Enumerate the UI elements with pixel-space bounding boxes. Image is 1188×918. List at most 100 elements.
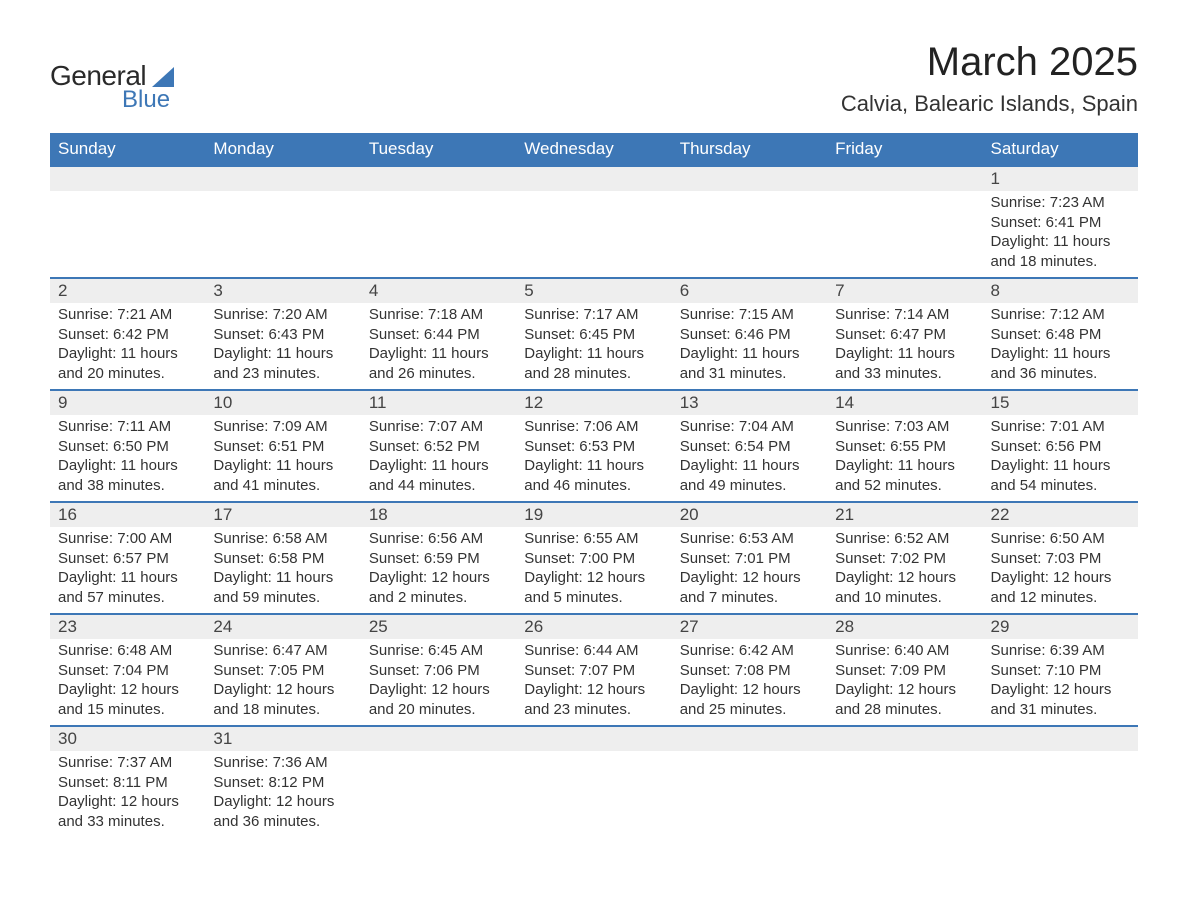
- daylight-text: Daylight: 12 hours: [213, 680, 352, 700]
- day-data-cell: Sunrise: 6:53 AMSunset: 7:01 PMDaylight:…: [672, 527, 827, 614]
- sunset-text: Sunset: 6:47 PM: [835, 325, 974, 345]
- sunset-text: Sunset: 7:05 PM: [213, 661, 352, 681]
- daylight-text: Daylight: 12 hours: [213, 792, 352, 812]
- sunset-text: Sunset: 6:42 PM: [58, 325, 197, 345]
- day-number: 19: [516, 503, 671, 527]
- page-title: March 2025: [841, 40, 1138, 85]
- daylight-text: Daylight: 11 hours: [524, 344, 663, 364]
- day-data-cell: [205, 191, 360, 278]
- sunset-text: Sunset: 7:02 PM: [835, 549, 974, 569]
- weekday-header: Tuesday: [361, 133, 516, 166]
- day-number: 20: [672, 503, 827, 527]
- day-data-cell: Sunrise: 6:47 AMSunset: 7:05 PMDaylight:…: [205, 639, 360, 726]
- day-number-cell: [983, 726, 1138, 751]
- sunset-text: Sunset: 7:10 PM: [991, 661, 1130, 681]
- sunset-text: Sunset: 6:46 PM: [680, 325, 819, 345]
- day-number-cell: 22: [983, 502, 1138, 527]
- daylight-text: and 36 minutes.: [991, 364, 1130, 384]
- sunrise-text: Sunrise: 7:36 AM: [213, 753, 352, 773]
- day-number-cell: [361, 726, 516, 751]
- day-number: 9: [50, 391, 205, 415]
- daylight-text: and 7 minutes.: [680, 588, 819, 608]
- day-number-cell: 17: [205, 502, 360, 527]
- daylight-text: Daylight: 11 hours: [369, 456, 508, 476]
- sunrise-text: Sunrise: 7:20 AM: [213, 305, 352, 325]
- day-number-cell: 14: [827, 390, 982, 415]
- day-number-cell: 23: [50, 614, 205, 639]
- day-data-cell: [361, 751, 516, 837]
- day-data-cell: [672, 191, 827, 278]
- day-data-cell: [983, 751, 1138, 837]
- daylight-text: Daylight: 11 hours: [991, 232, 1130, 252]
- day-number-cell: 19: [516, 502, 671, 527]
- day-data-row: Sunrise: 7:23 AMSunset: 6:41 PMDaylight:…: [50, 191, 1138, 278]
- day-number: 27: [672, 615, 827, 639]
- day-number: 28: [827, 615, 982, 639]
- daylight-text: and 10 minutes.: [835, 588, 974, 608]
- daylight-text: Daylight: 12 hours: [835, 568, 974, 588]
- sunrise-text: Sunrise: 7:23 AM: [991, 193, 1130, 213]
- daylight-text: and 25 minutes.: [680, 700, 819, 720]
- sunset-text: Sunset: 6:59 PM: [369, 549, 508, 569]
- sunrise-text: Sunrise: 6:52 AM: [835, 529, 974, 549]
- day-data-cell: Sunrise: 7:21 AMSunset: 6:42 PMDaylight:…: [50, 303, 205, 390]
- sunrise-text: Sunrise: 7:09 AM: [213, 417, 352, 437]
- day-data-cell: Sunrise: 7:11 AMSunset: 6:50 PMDaylight:…: [50, 415, 205, 502]
- day-data-cell: [516, 751, 671, 837]
- daylight-text: Daylight: 11 hours: [524, 456, 663, 476]
- day-number-row: 16171819202122: [50, 502, 1138, 527]
- day-data-cell: Sunrise: 6:39 AMSunset: 7:10 PMDaylight:…: [983, 639, 1138, 726]
- daylight-text: Daylight: 11 hours: [991, 456, 1130, 476]
- daylight-text: Daylight: 11 hours: [58, 456, 197, 476]
- sunrise-text: Sunrise: 7:03 AM: [835, 417, 974, 437]
- day-data-row: Sunrise: 7:11 AMSunset: 6:50 PMDaylight:…: [50, 415, 1138, 502]
- day-number-cell: [672, 726, 827, 751]
- daylight-text: and 49 minutes.: [680, 476, 819, 496]
- day-data-row: Sunrise: 6:48 AMSunset: 7:04 PMDaylight:…: [50, 639, 1138, 726]
- day-number-cell: 18: [361, 502, 516, 527]
- day-number-cell: 10: [205, 390, 360, 415]
- sunset-text: Sunset: 7:01 PM: [680, 549, 819, 569]
- sunrise-text: Sunrise: 6:40 AM: [835, 641, 974, 661]
- sunset-text: Sunset: 8:12 PM: [213, 773, 352, 793]
- daylight-text: and 5 minutes.: [524, 588, 663, 608]
- day-number: 16: [50, 503, 205, 527]
- daylight-text: and 31 minutes.: [991, 700, 1130, 720]
- day-number-cell: 27: [672, 614, 827, 639]
- day-data-cell: Sunrise: 7:37 AMSunset: 8:11 PMDaylight:…: [50, 751, 205, 837]
- day-number-cell: 5: [516, 278, 671, 303]
- day-number: 6: [672, 279, 827, 303]
- sunrise-text: Sunrise: 7:12 AM: [991, 305, 1130, 325]
- sunrise-text: Sunrise: 6:50 AM: [991, 529, 1130, 549]
- daylight-text: and 20 minutes.: [369, 700, 508, 720]
- daylight-text: Daylight: 11 hours: [680, 456, 819, 476]
- day-data-cell: [672, 751, 827, 837]
- sunrise-text: Sunrise: 6:55 AM: [524, 529, 663, 549]
- day-number: 15: [983, 391, 1138, 415]
- day-data-cell: Sunrise: 6:40 AMSunset: 7:09 PMDaylight:…: [827, 639, 982, 726]
- day-data-cell: Sunrise: 7:36 AMSunset: 8:12 PMDaylight:…: [205, 751, 360, 837]
- daylight-text: Daylight: 11 hours: [213, 344, 352, 364]
- day-number-cell: 7: [827, 278, 982, 303]
- sunset-text: Sunset: 7:07 PM: [524, 661, 663, 681]
- day-number: 4: [361, 279, 516, 303]
- day-data-cell: Sunrise: 6:48 AMSunset: 7:04 PMDaylight:…: [50, 639, 205, 726]
- day-data-cell: Sunrise: 7:04 AMSunset: 6:54 PMDaylight:…: [672, 415, 827, 502]
- daylight-text: Daylight: 12 hours: [680, 568, 819, 588]
- day-data-cell: [827, 191, 982, 278]
- day-data-cell: Sunrise: 7:06 AMSunset: 6:53 PMDaylight:…: [516, 415, 671, 502]
- daylight-text: Daylight: 12 hours: [524, 568, 663, 588]
- day-number: 5: [516, 279, 671, 303]
- day-data-row: Sunrise: 7:00 AMSunset: 6:57 PMDaylight:…: [50, 527, 1138, 614]
- day-number-cell: 11: [361, 390, 516, 415]
- day-number-cell: [50, 166, 205, 191]
- day-data-cell: Sunrise: 7:01 AMSunset: 6:56 PMDaylight:…: [983, 415, 1138, 502]
- day-number: 12: [516, 391, 671, 415]
- sunset-text: Sunset: 7:09 PM: [835, 661, 974, 681]
- day-number-cell: [516, 166, 671, 191]
- daylight-text: and 33 minutes.: [835, 364, 974, 384]
- daylight-text: Daylight: 11 hours: [213, 568, 352, 588]
- day-data-cell: Sunrise: 6:44 AMSunset: 7:07 PMDaylight:…: [516, 639, 671, 726]
- sunrise-text: Sunrise: 7:00 AM: [58, 529, 197, 549]
- calendar-table: Sunday Monday Tuesday Wednesday Thursday…: [50, 133, 1138, 837]
